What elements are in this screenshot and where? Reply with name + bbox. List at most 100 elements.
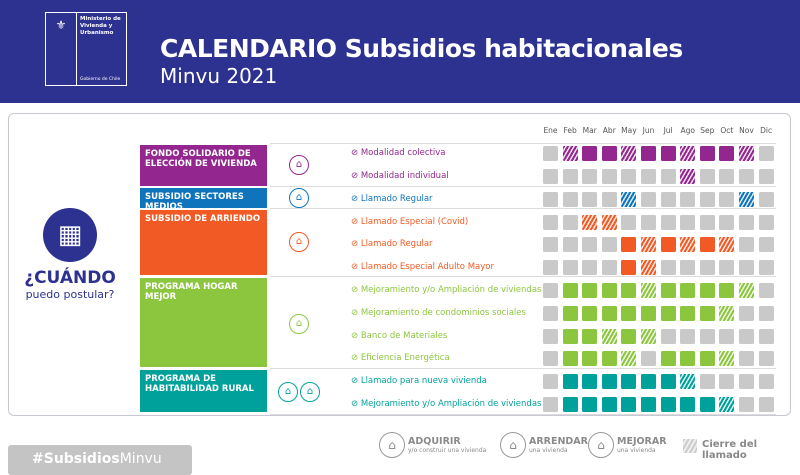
hashtag-badge: #SubsidiosMinvu bbox=[8, 445, 192, 475]
subsidy-item: ⊘ Modalidad colectiva bbox=[351, 148, 445, 158]
when-title: ¿CUÁNDO bbox=[24, 268, 116, 288]
calendar-card bbox=[8, 113, 791, 416]
month-cell-closed bbox=[582, 237, 598, 252]
month-header: Dic bbox=[760, 126, 773, 135]
month-cell-open bbox=[680, 351, 696, 366]
check-circle-icon: ⊘ bbox=[351, 308, 361, 318]
month-header: Sep bbox=[700, 126, 715, 135]
month-cell-closed bbox=[660, 169, 676, 184]
month-cell-closed bbox=[601, 169, 617, 184]
check-circle-icon: ⊘ bbox=[351, 353, 361, 363]
month-cell-open bbox=[582, 397, 598, 412]
month-cell-open bbox=[601, 306, 617, 321]
month-cell-closed bbox=[582, 169, 598, 184]
month-cell-closed bbox=[680, 329, 696, 344]
subsidy-item-label: Eficiencia Energética bbox=[360, 353, 450, 363]
check-circle-icon: ⊘ bbox=[351, 285, 361, 295]
month-cell-closing bbox=[601, 329, 617, 344]
month-cell-closed bbox=[758, 374, 774, 389]
month-cell-open bbox=[582, 351, 598, 366]
month-cell-closed bbox=[719, 260, 735, 275]
row-divider bbox=[270, 414, 776, 415]
month-cell-closed bbox=[739, 237, 754, 252]
month-cell-closed bbox=[582, 192, 598, 207]
month-cell-closed bbox=[543, 397, 558, 412]
house-buy-icon: ⌂ bbox=[300, 382, 320, 402]
month-cell-closed bbox=[758, 215, 774, 230]
month-cell-closing bbox=[621, 192, 637, 207]
month-cell-closed bbox=[562, 169, 578, 184]
month-cell-closed bbox=[699, 215, 715, 230]
month-cell-open bbox=[582, 374, 598, 389]
month-cell-open bbox=[680, 397, 696, 412]
month-cell-open bbox=[680, 283, 696, 298]
month-cell-closed bbox=[543, 374, 558, 389]
month-cell-closing bbox=[719, 237, 735, 252]
month-cell-closing bbox=[739, 192, 754, 207]
month-cell-closed bbox=[758, 169, 774, 184]
row-divider bbox=[270, 143, 776, 144]
month-cell-open bbox=[621, 329, 637, 344]
row-divider bbox=[270, 186, 776, 187]
month-cell-closed bbox=[621, 169, 637, 184]
month-cell-closed bbox=[582, 260, 598, 275]
month-cell-closed bbox=[543, 260, 558, 275]
month-cell-closed bbox=[660, 215, 676, 230]
month-cell-open bbox=[641, 374, 656, 389]
subsidy-item-label: Llamado Regular bbox=[360, 239, 433, 249]
month-header: Ago bbox=[680, 126, 695, 135]
month-cell-closing bbox=[641, 283, 656, 298]
subsidy-item: ⊘ Banco de Materiales bbox=[351, 331, 447, 341]
month-cell-open bbox=[621, 397, 637, 412]
check-circle-icon: ⊘ bbox=[351, 148, 361, 158]
month-cell-closing bbox=[719, 306, 735, 321]
month-cell-closed bbox=[621, 215, 637, 230]
month-cell-closing bbox=[641, 237, 656, 252]
page-subtitle: Minvu 2021 bbox=[160, 64, 278, 88]
coat-of-arms-icon: ⚜ bbox=[55, 18, 67, 32]
category-block: PROGRAMA DE HABITABILIDAD RURAL bbox=[140, 370, 267, 412]
month-cell-open bbox=[601, 351, 617, 366]
subsidy-item-label: Llamado Especial (Covid) bbox=[360, 217, 469, 227]
month-cell-open bbox=[699, 351, 715, 366]
month-cell-closed bbox=[543, 192, 558, 207]
month-cell-open bbox=[582, 306, 598, 321]
category-block: FONDO SOLIDARIO DE ELECCIÓN DE VIVIENDA bbox=[140, 145, 267, 186]
month-cell-open bbox=[562, 306, 578, 321]
month-cell-closed bbox=[601, 260, 617, 275]
month-cell-closing bbox=[719, 351, 735, 366]
legend-sub: y/o construir una vivienda bbox=[408, 447, 487, 454]
check-circle-icon: ⊘ bbox=[351, 171, 361, 181]
check-circle-icon: ⊘ bbox=[351, 399, 361, 409]
house-rent-icon: ⌂ bbox=[289, 232, 309, 252]
month-cell-open bbox=[641, 306, 656, 321]
month-cell-open bbox=[582, 146, 598, 161]
month-cell-open bbox=[660, 283, 676, 298]
month-cell-closed bbox=[562, 260, 578, 275]
month-cell-closed bbox=[641, 169, 656, 184]
month-cell-open bbox=[621, 237, 637, 252]
subsidy-item-label: Mejoramiento y/o Ampliación de viviendas bbox=[360, 399, 542, 409]
subsidy-item: ⊘ Llamado Regular bbox=[351, 239, 433, 249]
check-circle-icon: ⊘ bbox=[351, 194, 361, 204]
legend-title: MEJORAR bbox=[617, 436, 667, 447]
month-cell-closed bbox=[758, 260, 774, 275]
subsidy-item: ⊘ Llamado Regular bbox=[351, 194, 433, 204]
month-header: Feb bbox=[563, 126, 577, 135]
month-cell-closing bbox=[680, 146, 696, 161]
month-cell-open bbox=[562, 329, 578, 344]
month-cell-open bbox=[660, 306, 676, 321]
month-cell-closing bbox=[719, 397, 735, 412]
month-cell-closing bbox=[621, 146, 637, 161]
subsidy-item: ⊘ Llamado para nueva vivienda bbox=[351, 376, 487, 386]
month-header: Jul bbox=[663, 126, 673, 135]
month-cell-open bbox=[699, 306, 715, 321]
house-improve-icon: ⌂ bbox=[289, 314, 309, 334]
subsidy-item: ⊘ Mejoramiento de condominios sociales bbox=[351, 308, 526, 318]
month-cell-closed bbox=[758, 146, 774, 161]
month-cell-open bbox=[699, 283, 715, 298]
check-circle-icon: ⊘ bbox=[351, 217, 361, 227]
month-cell-closed bbox=[543, 306, 558, 321]
month-header: Jun bbox=[642, 126, 655, 135]
month-header: Mar bbox=[582, 126, 597, 135]
